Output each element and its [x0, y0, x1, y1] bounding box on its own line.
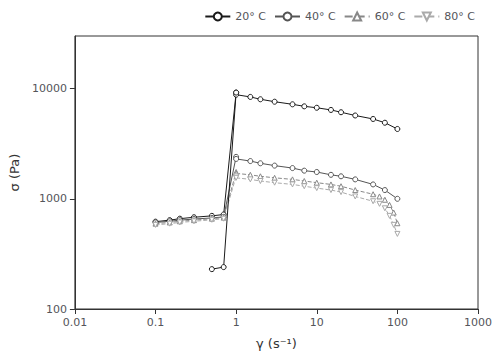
- svg-text:20° C: 20° C: [235, 10, 266, 23]
- svg-text:60° C: 60° C: [375, 10, 406, 23]
- svg-text:0.1: 0.1: [147, 316, 165, 329]
- svg-text:100: 100: [46, 303, 67, 316]
- svg-text:100: 100: [387, 316, 408, 329]
- svg-text:40° C: 40° C: [305, 10, 336, 23]
- svg-text:1000: 1000: [464, 316, 492, 329]
- svg-text:80° C: 80° C: [444, 10, 475, 23]
- svg-text:γ (s⁻¹): γ (s⁻¹): [256, 336, 297, 351]
- svg-text:1: 1: [233, 316, 240, 329]
- svg-text:10: 10: [310, 316, 324, 329]
- svg-text:0.01: 0.01: [63, 316, 88, 329]
- svg-text:10000: 10000: [32, 82, 67, 95]
- svg-text:1000: 1000: [39, 192, 67, 205]
- svg-text:σ (Pa): σ (Pa): [7, 154, 22, 192]
